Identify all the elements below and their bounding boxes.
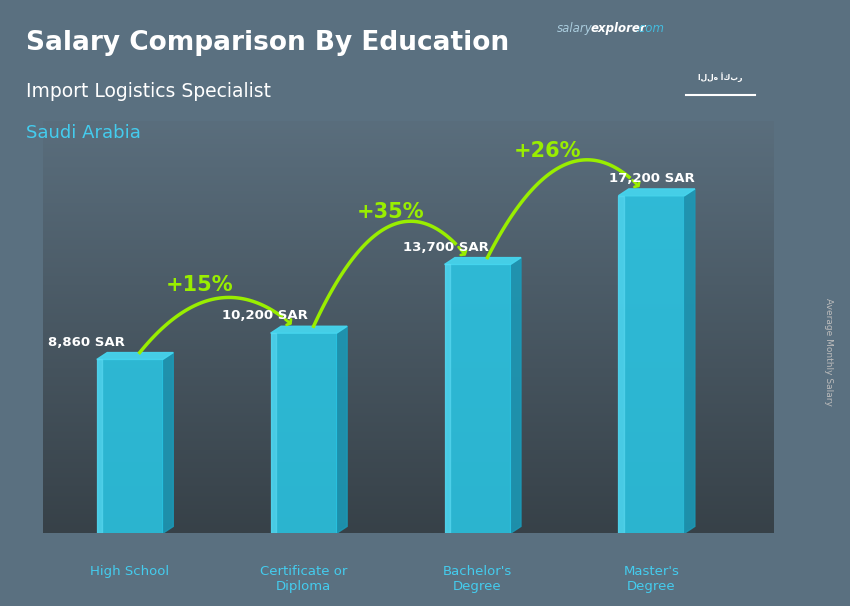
Text: salary: salary bbox=[557, 22, 592, 35]
Polygon shape bbox=[445, 264, 450, 533]
Text: الله أكبر: الله أكبر bbox=[698, 72, 743, 82]
Polygon shape bbox=[270, 326, 347, 333]
Text: +35%: +35% bbox=[357, 202, 424, 222]
Text: .com: .com bbox=[636, 22, 665, 35]
Text: 8,860 SAR: 8,860 SAR bbox=[48, 336, 125, 348]
Text: explorer: explorer bbox=[591, 22, 646, 35]
Text: +26%: +26% bbox=[513, 141, 581, 161]
Polygon shape bbox=[97, 353, 173, 359]
Polygon shape bbox=[163, 353, 173, 533]
Text: Salary Comparison By Education: Salary Comparison By Education bbox=[26, 30, 508, 56]
Polygon shape bbox=[618, 196, 624, 533]
Polygon shape bbox=[445, 258, 521, 264]
Text: Bachelor's
Degree: Bachelor's Degree bbox=[443, 565, 513, 593]
Text: Saudi Arabia: Saudi Arabia bbox=[26, 124, 140, 142]
Polygon shape bbox=[97, 359, 102, 533]
FancyBboxPatch shape bbox=[445, 264, 511, 533]
Text: Certificate or
Diploma: Certificate or Diploma bbox=[260, 565, 348, 593]
Text: +15%: +15% bbox=[166, 275, 233, 295]
Polygon shape bbox=[511, 258, 521, 533]
Polygon shape bbox=[337, 326, 347, 533]
Text: 10,200 SAR: 10,200 SAR bbox=[223, 309, 309, 322]
FancyBboxPatch shape bbox=[270, 333, 337, 533]
FancyBboxPatch shape bbox=[618, 196, 684, 533]
Polygon shape bbox=[618, 189, 694, 196]
Polygon shape bbox=[270, 333, 276, 533]
Text: Master's
Degree: Master's Degree bbox=[623, 565, 679, 593]
Text: Import Logistics Specialist: Import Logistics Specialist bbox=[26, 82, 270, 101]
Text: 17,200 SAR: 17,200 SAR bbox=[609, 172, 694, 185]
Text: High School: High School bbox=[90, 565, 169, 578]
Text: Average Monthly Salary: Average Monthly Salary bbox=[824, 298, 833, 405]
FancyBboxPatch shape bbox=[97, 359, 163, 533]
Polygon shape bbox=[684, 189, 694, 533]
Text: 13,700 SAR: 13,700 SAR bbox=[403, 241, 490, 254]
